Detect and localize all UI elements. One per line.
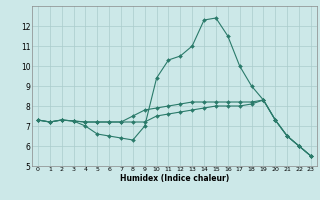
X-axis label: Humidex (Indice chaleur): Humidex (Indice chaleur) [120,174,229,183]
